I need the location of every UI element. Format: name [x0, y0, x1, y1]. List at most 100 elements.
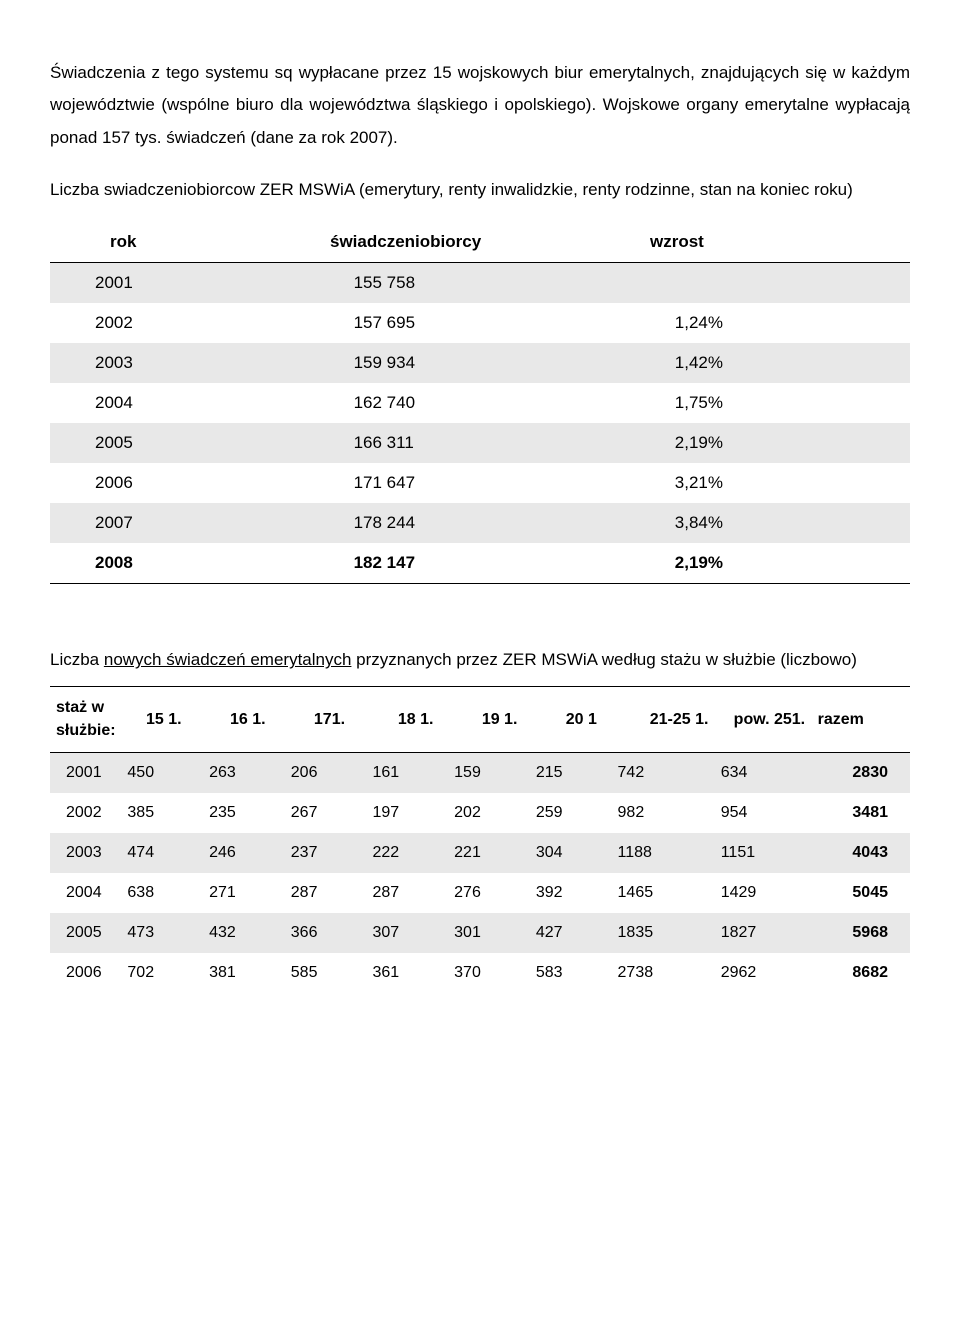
- seniority-label: staż w służbie:: [50, 697, 146, 742]
- table-cell: 301: [454, 913, 536, 953]
- table-cell: 206: [291, 753, 373, 793]
- table-cell: 2002: [50, 303, 274, 343]
- table-cell: 2001: [50, 753, 127, 793]
- col-20: 20 1: [566, 711, 650, 729]
- col-21-25: 21-25 1.: [650, 711, 734, 729]
- table-cell: 202: [454, 793, 536, 833]
- table-cell: 221: [454, 833, 536, 873]
- table-cell: 235: [209, 793, 291, 833]
- table-row: 2007178 2443,84%: [50, 503, 910, 543]
- table-cell: 1835: [618, 913, 721, 953]
- caption-pre: Liczba: [50, 650, 104, 669]
- table-row: 20014502632061611592157426342830: [50, 753, 910, 793]
- table-cell: 450: [127, 753, 209, 793]
- table-cell: 2005: [50, 423, 274, 463]
- table-cell: 171 647: [274, 463, 635, 503]
- table-cell: 304: [536, 833, 618, 873]
- table-cell: 2,19%: [635, 423, 910, 463]
- col-16: 16 1.: [230, 711, 314, 729]
- seniority-label-line1: staż w: [56, 697, 146, 719]
- table-row: 2008182 1472,19%: [50, 543, 910, 584]
- table-cell: 427: [536, 913, 618, 953]
- table-cell: 2962: [721, 953, 824, 993]
- table-cell: 432: [209, 913, 291, 953]
- col-19: 19 1.: [482, 711, 566, 729]
- table-cell: 3,84%: [635, 503, 910, 543]
- table-cell: 2,19%: [635, 543, 910, 584]
- table-cell: 155 758: [274, 263, 635, 304]
- caption-underline: nowych świadczeń emerytalnych: [104, 650, 352, 669]
- intro-paragraph-1: Świadczenia z tego systemu sq wypłacane …: [50, 57, 910, 154]
- table-cell: 287: [372, 873, 454, 913]
- table-cell-total: 4043: [824, 833, 910, 873]
- table-cell: 1465: [618, 873, 721, 913]
- table-cell: 178 244: [274, 503, 635, 543]
- table-cell: 2004: [50, 873, 127, 913]
- table-cell: 2738: [618, 953, 721, 993]
- table1-header-growth: wzrost: [650, 232, 850, 252]
- table-cell: 366: [291, 913, 373, 953]
- table-row: 2002157 6951,24%: [50, 303, 910, 343]
- table-row: 2003159 9341,42%: [50, 343, 910, 383]
- table-cell: 159 934: [274, 343, 635, 383]
- table-cell-total: 3481: [824, 793, 910, 833]
- col-18: 18 1.: [398, 711, 482, 729]
- table-row: 2005166 3112,19%: [50, 423, 910, 463]
- table-cell: 197: [372, 793, 454, 833]
- table-cell: 381: [209, 953, 291, 993]
- table-cell: 157 695: [274, 303, 635, 343]
- table-cell: 276: [454, 873, 536, 913]
- table-cell: 742: [618, 753, 721, 793]
- table-cell-total: 8682: [824, 953, 910, 993]
- table-row: 2006171 6473,21%: [50, 463, 910, 503]
- beneficiaries-table: 2001155 7582002157 6951,24%2003159 9341,…: [50, 262, 910, 584]
- col-total: razem: [818, 711, 910, 729]
- table-cell: 2003: [50, 833, 127, 873]
- col-15: 15 1.: [146, 711, 230, 729]
- table-cell: 385: [127, 793, 209, 833]
- table-cell: 473: [127, 913, 209, 953]
- table-cell: 2002: [50, 793, 127, 833]
- table-cell: 2003: [50, 343, 274, 383]
- table-cell: 2005: [50, 913, 127, 953]
- intro-paragraph-2: Liczba swiadczeniobiorcow ZER MSWiA (eme…: [50, 174, 910, 206]
- table-cell-total: 2830: [824, 753, 910, 793]
- table-cell: 583: [536, 953, 618, 993]
- table-cell: 2004: [50, 383, 274, 423]
- table-cell: 159: [454, 753, 536, 793]
- caption-post: przyznanych przez ZER MSWiA według stażu…: [351, 650, 856, 669]
- table-row: 2004638271287287276392146514295045: [50, 873, 910, 913]
- seniority-label-line2: służbie:: [56, 720, 146, 742]
- table-cell: 222: [372, 833, 454, 873]
- table-cell: 162 740: [274, 383, 635, 423]
- table-cell: 307: [372, 913, 454, 953]
- table-cell: 182 147: [274, 543, 635, 584]
- table-cell: 2008: [50, 543, 274, 584]
- table-cell: 287: [291, 873, 373, 913]
- table-cell: 2007: [50, 503, 274, 543]
- table1-header-recipients: świadczeniobiorcy: [330, 232, 650, 252]
- table-cell: 2006: [50, 953, 127, 993]
- table-cell: 392: [536, 873, 618, 913]
- table1-header-year: rok: [110, 232, 330, 252]
- table-row: 2003474246237222221304118811514043: [50, 833, 910, 873]
- seniority-table: 2001450263206161159215742634283020023852…: [50, 753, 910, 993]
- table-cell: 1,75%: [635, 383, 910, 423]
- table-row: 2005473432366307301427183518275968: [50, 913, 910, 953]
- table-cell: 1151: [721, 833, 824, 873]
- col-over-25: pow. 251.: [734, 711, 818, 729]
- table-cell: 585: [291, 953, 373, 993]
- table-cell: 246: [209, 833, 291, 873]
- table2-caption: Liczba nowych świadczeń emerytalnych prz…: [50, 644, 910, 676]
- table-cell: 161: [372, 753, 454, 793]
- table-cell: 215: [536, 753, 618, 793]
- table-cell: 2001: [50, 263, 274, 304]
- table-cell: 1188: [618, 833, 721, 873]
- table-row: 2004162 7401,75%: [50, 383, 910, 423]
- table-cell: 361: [372, 953, 454, 993]
- table-cell: 166 311: [274, 423, 635, 463]
- table1-header: rok świadczeniobiorcy wzrost: [110, 226, 910, 258]
- col-17: 171.: [314, 711, 398, 729]
- table-cell: 1827: [721, 913, 824, 953]
- table-cell: 3,21%: [635, 463, 910, 503]
